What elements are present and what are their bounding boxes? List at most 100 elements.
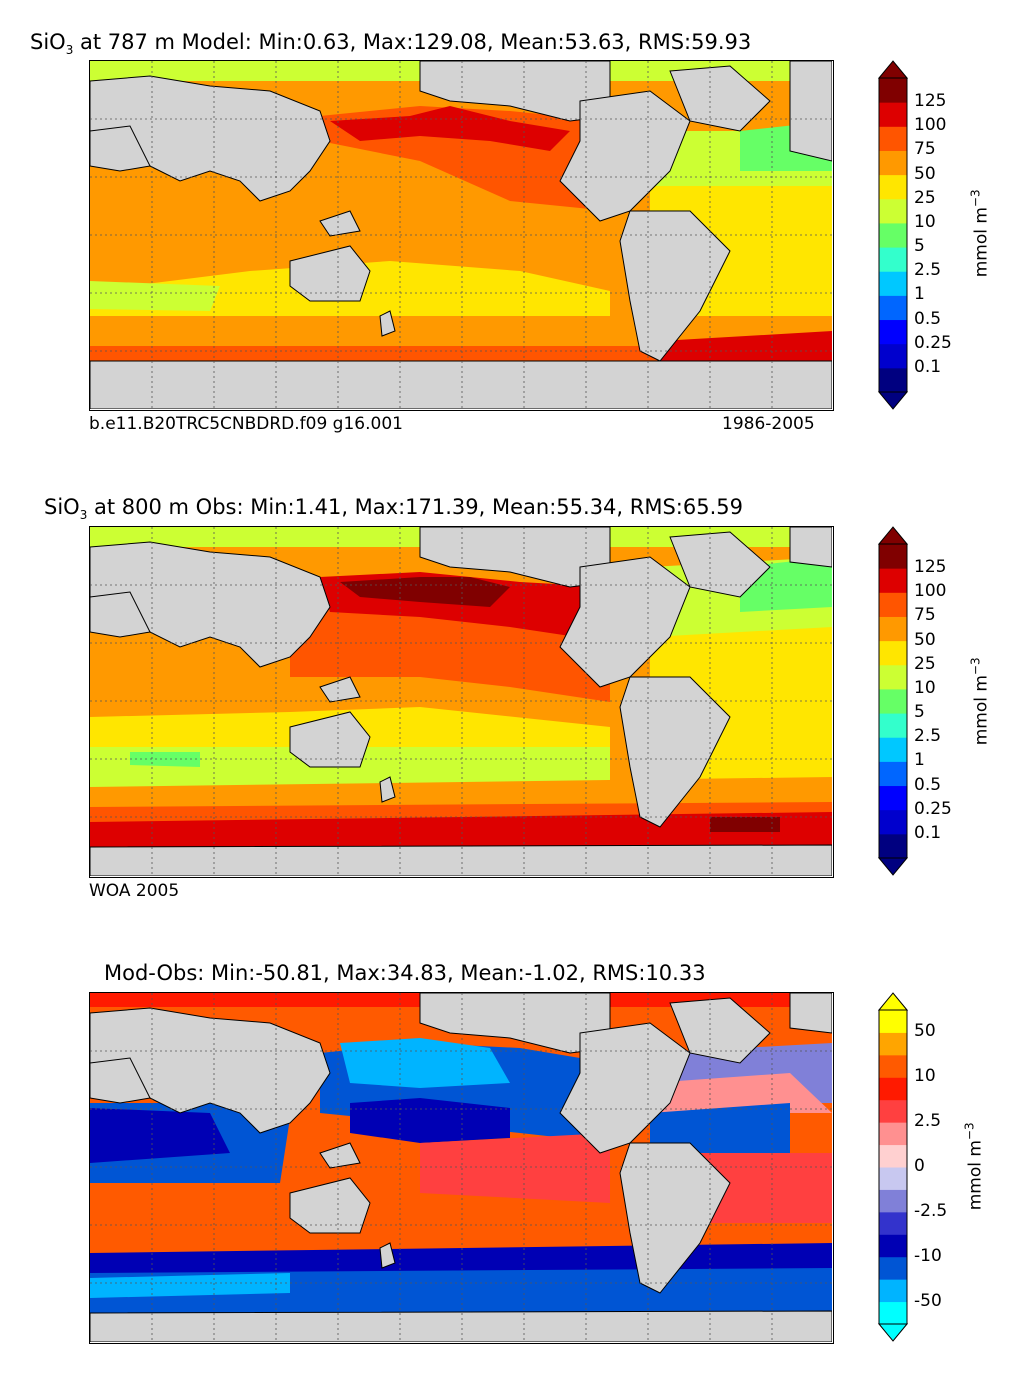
panel-1-colorbar-label: mmol m−3 <box>969 183 992 283</box>
panel-3-title-stats: Mod-Obs: Min:-50.81, Max:34.83, Mean:-1.… <box>104 961 706 985</box>
colorbar-extend-low <box>877 857 909 876</box>
colorbar-segment <box>879 1256 907 1280</box>
colorbar-segment <box>879 247 907 272</box>
panel-3-unit-exp: −3 <box>962 1122 977 1141</box>
colorbar-segment <box>879 126 907 151</box>
colorbar-segment <box>879 1054 907 1078</box>
colorbar-frame <box>878 1009 908 1325</box>
colorbar-segment <box>879 295 907 321</box>
panel-2-unit-base: mmol m <box>971 675 992 746</box>
panel-3-land <box>90 993 832 1342</box>
colorbar-tick-label: -10 <box>914 1245 942 1266</box>
colorbar-segment <box>879 713 907 738</box>
colorbar-segment <box>879 1301 907 1325</box>
colorbar-segment <box>879 616 907 642</box>
colorbar-segment <box>879 664 907 690</box>
colorbar-frame <box>878 77 908 393</box>
colorbar-segment <box>879 809 907 835</box>
panel-1-caption-right: 1986-2005 <box>722 414 815 434</box>
colorbar-tick-label: 1 <box>914 750 925 771</box>
panel-1-colorbar-svg <box>877 60 909 410</box>
colorbar-segment <box>879 1122 907 1146</box>
colorbar-tick-label: 125 <box>914 557 947 578</box>
colorbar-segment <box>879 1211 907 1235</box>
colorbar-segment <box>879 222 907 248</box>
colorbar-segment <box>879 761 907 787</box>
colorbar-tick-label: 0.1 <box>914 822 942 843</box>
panel-1-caption-left: b.e11.B20TRC5CNBDRD.f09 g16.001 <box>89 414 403 434</box>
panel-1-land <box>90 61 832 409</box>
panel-3-colorbar-label: mmol m−3 <box>963 1116 986 1216</box>
colorbar-tick-label: 125 <box>914 91 947 112</box>
panel-1-colorbar <box>877 60 909 410</box>
colorbar-tick-label: 75 <box>914 139 936 160</box>
colorbar-tick-label: 5 <box>914 702 925 723</box>
colorbar-segment <box>879 568 907 593</box>
colorbar-tick-label: 0.1 <box>914 356 942 377</box>
colorbar-tick-label: 10 <box>914 1066 936 1087</box>
panel-1-unit-exp: −3 <box>968 189 983 208</box>
colorbar-segment <box>879 833 907 859</box>
colorbar-segment <box>879 198 907 224</box>
panel-2-colorbar-ticks: 125 100 75 50 25 10 5 2.5 1 0.5 0.25 0.1 <box>914 526 974 876</box>
colorbar-tick-label: 5 <box>914 236 925 257</box>
colorbar-segment <box>879 737 907 762</box>
colorbar-segment <box>879 544 907 569</box>
colorbar-tick-label: 25 <box>914 187 936 208</box>
colorbar-tick-label: 25 <box>914 653 936 674</box>
panel-2-caption-left: WOA 2005 <box>89 881 180 901</box>
colorbar-tick-label: 2.5 <box>914 1111 942 1132</box>
panel-3-colorbar-ticks: 50 10 2.5 0 -2.5 -10 -50 <box>914 992 974 1342</box>
panel-2-grid <box>90 527 832 876</box>
panel-1-title: SiO3 at 787 m Model: Min:0.63, Max:129.0… <box>30 30 751 57</box>
colorbar-tick-label: 0.5 <box>914 308 942 329</box>
panel-3-title: Mod-Obs: Min:-50.81, Max:34.83, Mean:-1.… <box>104 961 706 985</box>
panel-3-grid <box>90 993 832 1342</box>
colorbar-tick-label: 100 <box>914 115 947 136</box>
colorbar-segment <box>879 1279 907 1303</box>
panel-1-colorbar-ticks: 125 100 75 50 25 10 5 2.5 1 0.5 0.25 0.1 <box>914 60 974 410</box>
colorbar-segment <box>879 271 907 296</box>
colorbar-tick-label: 0.5 <box>914 774 942 795</box>
colorbar-tick-label: 50 <box>914 1021 936 1042</box>
panel-2-colorbar-label: mmol m−3 <box>969 651 992 751</box>
colorbar-segment <box>879 592 907 617</box>
panel-1-title-subscript: 3 <box>65 43 74 58</box>
colorbar-segment <box>879 1234 907 1258</box>
colorbar-tick-label: 100 <box>914 581 947 602</box>
colorbar-extend-low <box>877 391 909 410</box>
panel-3-map-svg <box>90 993 832 1342</box>
panel-1-unit-base: mmol m <box>971 207 992 278</box>
colorbar-segment <box>879 1144 907 1168</box>
panel-1-map <box>89 60 834 411</box>
panel-2-map <box>89 526 834 878</box>
panel-2-colorbar <box>877 526 909 876</box>
panel-3-map <box>89 992 834 1344</box>
panel-3-colorbar <box>877 992 909 1342</box>
panel-2-colorbar-svg <box>877 526 909 876</box>
panel-1-title-species: SiO <box>30 30 66 54</box>
colorbar-tick-label: 0.25 <box>914 332 952 353</box>
colorbar-extend-low <box>877 1323 909 1342</box>
panel-2-title-subscript: 3 <box>79 508 88 523</box>
colorbar-segment <box>879 319 907 345</box>
colorbar-tick-label: 50 <box>914 163 936 184</box>
panel-2-map-svg <box>90 527 832 876</box>
colorbar-segment <box>879 150 907 176</box>
colorbar-extend-high <box>877 526 909 545</box>
panel-2-title-stats: at 800 m Obs: Min:1.41, Max:171.39, Mean… <box>87 495 743 519</box>
colorbar-tick-label: 0 <box>914 1156 925 1176</box>
colorbar-tick-label: 50 <box>914 629 936 650</box>
colorbar-segment <box>879 1167 907 1190</box>
colorbar-tick-label: 10 <box>914 677 936 698</box>
panel-3-colorbar-svg <box>877 992 909 1342</box>
panel-2-unit-exp: −3 <box>968 657 983 676</box>
colorbar-segment <box>879 640 907 666</box>
colorbar-segment <box>879 1099 907 1123</box>
colorbar-segment <box>879 1010 907 1033</box>
colorbar-frame <box>878 543 908 859</box>
colorbar-tick-label: -2.5 <box>914 1200 948 1221</box>
colorbar-tick-label: 10 <box>914 211 936 232</box>
panel-2-title-species: SiO <box>44 495 80 519</box>
colorbar-segment <box>879 1077 907 1101</box>
